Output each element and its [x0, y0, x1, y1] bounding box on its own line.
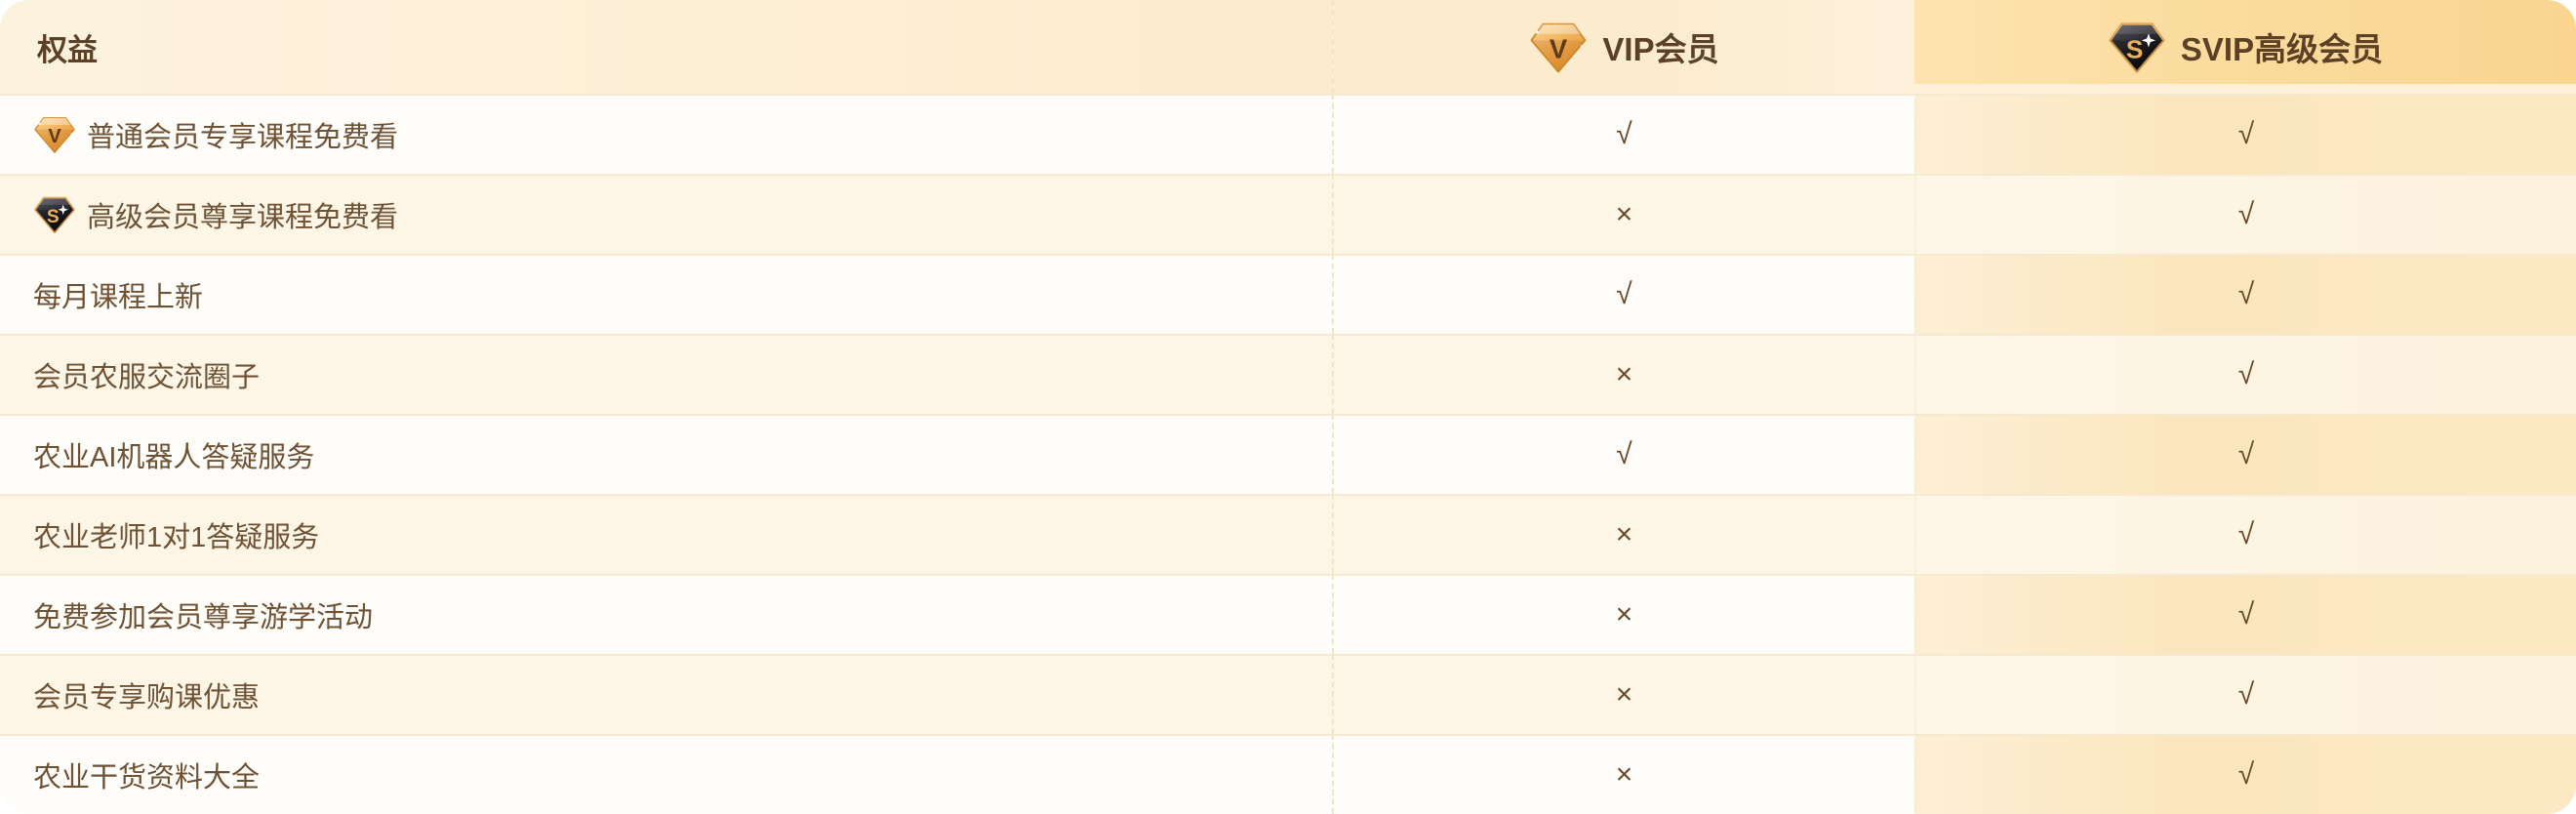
benefit-row: 农业AI机器人答疑服务 — [0, 414, 1332, 494]
svip-availability-mark: √ — [1914, 334, 2576, 414]
benefit-label: 普通会员专享课程免费看 — [87, 122, 399, 153]
svip-availability-mark: √ — [1914, 494, 2576, 574]
svg-text:V: V — [1550, 33, 1568, 63]
benefit-label: 会员农服交流圈子 — [33, 362, 261, 393]
benefit-row: 免费参加会员尊享游学活动 — [0, 574, 1332, 654]
gold-diamond-v-icon: V — [1530, 22, 1587, 73]
vip-availability-mark: × — [1332, 334, 1914, 414]
benefit-row: 会员农服交流圈子 — [0, 334, 1332, 414]
black-diamond-s-icon: S — [2109, 21, 2165, 73]
vip-availability-mark: × — [1332, 734, 1914, 814]
svip-header-label: SVIP高级会员 — [2180, 31, 2384, 67]
svg-text:S: S — [47, 207, 60, 227]
vip-availability-mark: × — [1332, 574, 1914, 654]
benefit-label: 农业老师1对1答疑服务 — [33, 522, 320, 553]
svip-availability-mark: √ — [1914, 94, 2576, 174]
benefit-label: 免费参加会员尊享游学活动 — [33, 602, 374, 633]
benefits-column-header: 权益 — [0, 0, 1332, 94]
benefit-label: 农业干货资料大全 — [33, 762, 261, 794]
vip-availability-mark: √ — [1332, 414, 1914, 494]
gold-diamond-v-icon: V — [34, 116, 75, 153]
benefit-label: 高级会员尊享课程免费看 — [87, 202, 399, 233]
svip-availability-mark: √ — [1914, 574, 2576, 654]
benefits-header-label: 权益 — [37, 32, 98, 67]
svip-availability-mark: √ — [1914, 254, 2576, 334]
vip-availability-mark: √ — [1332, 254, 1914, 334]
benefit-row: V 普通会员专享课程免费看 — [0, 94, 1332, 174]
vip-availability-mark: × — [1332, 654, 1914, 734]
svip-availability-mark: √ — [1914, 174, 2576, 254]
benefit-row: 农业干货资料大全 — [0, 734, 1332, 814]
black-diamond-s-icon: S — [34, 196, 75, 234]
vip-availability-mark: √ — [1332, 94, 1914, 174]
svg-text:S: S — [2126, 34, 2144, 63]
benefit-row: S 高级会员尊享课程免费看 — [0, 174, 1332, 254]
benefit-row: 每月课程上新 — [0, 254, 1332, 334]
benefit-label: 会员专享购课优惠 — [33, 682, 261, 713]
benefit-row: 农业老师1对1答疑服务 — [0, 494, 1332, 574]
benefit-row: 会员专享购课优惠 — [0, 654, 1332, 734]
benefit-label: 农业AI机器人答疑服务 — [33, 442, 315, 473]
vip-availability-mark: × — [1332, 494, 1914, 574]
vip-availability-mark: × — [1332, 174, 1914, 254]
svip-column-header: S SVIP高级会员 — [1914, 0, 2576, 94]
svg-text:V: V — [48, 126, 61, 147]
svip-availability-mark: √ — [1914, 654, 2576, 734]
benefit-label: 每月课程上新 — [33, 282, 204, 313]
svip-availability-mark: √ — [1914, 734, 2576, 814]
svip-availability-mark: √ — [1914, 414, 2576, 494]
vip-column-header: V VIP会员 — [1332, 0, 1914, 94]
vip-header-label: VIP会员 — [1602, 31, 1719, 67]
